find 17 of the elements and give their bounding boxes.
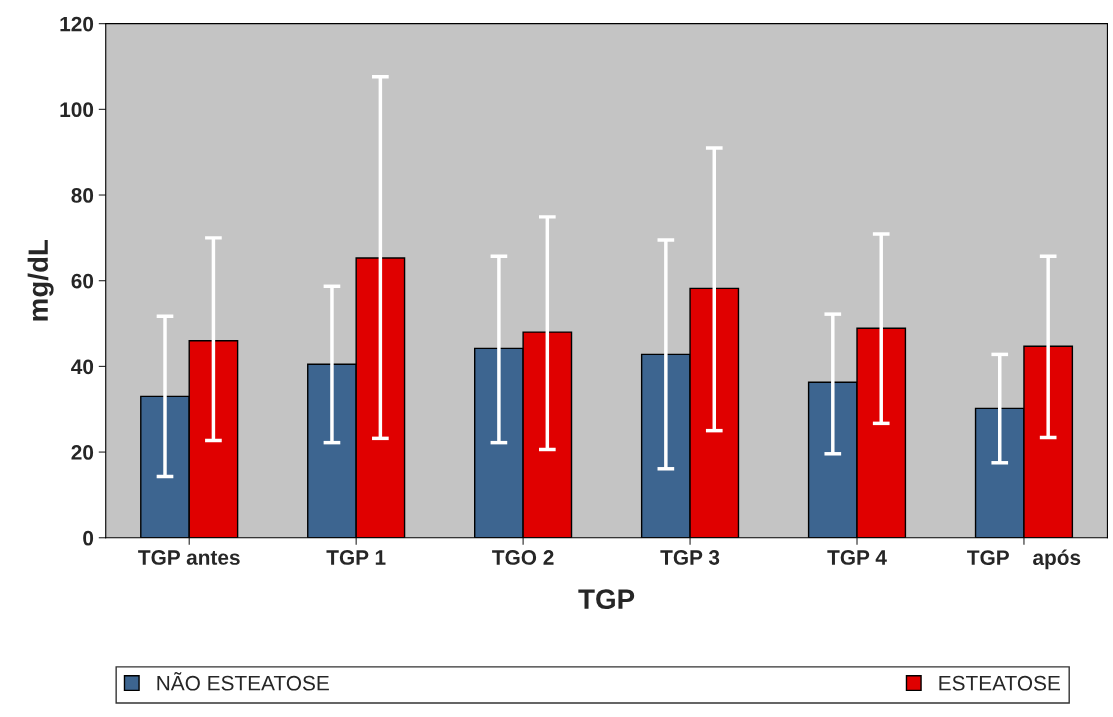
y-axis-title: mg/dL xyxy=(27,239,54,321)
y-tick-label: 100 xyxy=(60,102,94,118)
x-tick-label: TGP após xyxy=(967,549,1081,570)
y-tick-label: 0 xyxy=(83,530,94,546)
x-tick-label: TGP 4 xyxy=(827,550,887,565)
y-tick-label: 40 xyxy=(71,359,94,375)
x-axis-title: TGP xyxy=(578,589,635,610)
x-tick-label: TGP 3 xyxy=(660,550,720,565)
y-tick-label: 20 xyxy=(71,445,94,460)
y-tick-label: 120 xyxy=(60,16,94,32)
legend-label: ESTEATOSE xyxy=(939,675,1060,691)
legend-label: NÃO ESTEATOSE xyxy=(157,672,329,691)
x-tick-label: TGO 2 xyxy=(492,550,554,565)
x-tick-label: TGP antes xyxy=(138,550,240,565)
y-tick-label: 60 xyxy=(71,273,94,289)
x-tick-label: TGP 1 xyxy=(326,550,386,565)
y-tick-label: 80 xyxy=(71,188,94,203)
